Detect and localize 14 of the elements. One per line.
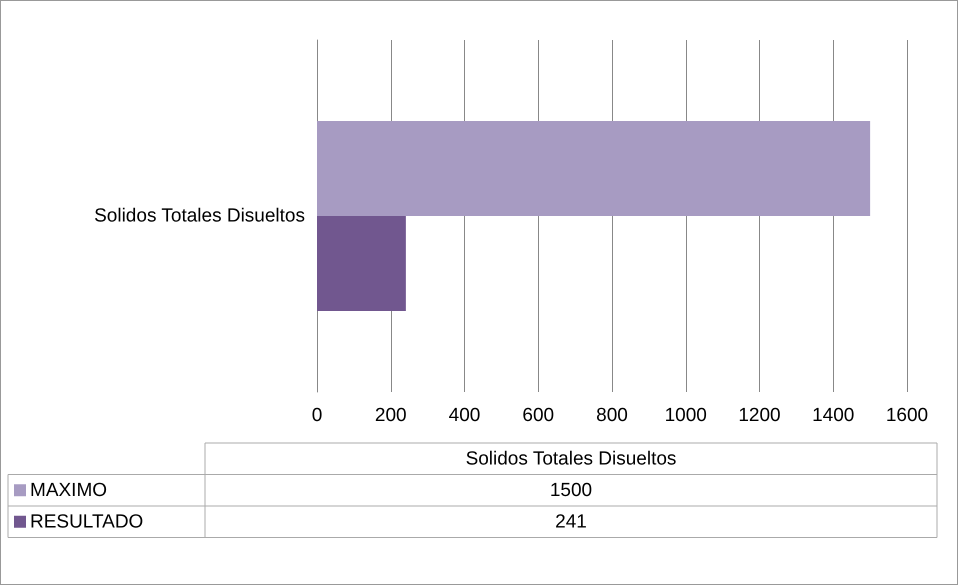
text: 241 bbox=[555, 511, 587, 532]
x-tick-label: 1000 bbox=[664, 405, 707, 426]
x-tick-label: 1600 bbox=[886, 405, 928, 426]
legend-label: RESULTADO bbox=[30, 511, 144, 532]
category-label: Solidos Totales Disueltos bbox=[466, 448, 676, 470]
x-tick-label: 400 bbox=[448, 405, 480, 426]
x-tick-label: 200 bbox=[374, 405, 407, 426]
text: 1500 bbox=[550, 480, 592, 501]
x-tick-label: 1400 bbox=[812, 405, 854, 426]
legend-label: MAXIMO bbox=[30, 480, 108, 501]
x-tick-label: 800 bbox=[596, 405, 628, 426]
x-tick-label: 1200 bbox=[738, 405, 781, 426]
x-tick-label: 600 bbox=[522, 405, 554, 426]
x-tick-label: 0 bbox=[312, 405, 322, 426]
